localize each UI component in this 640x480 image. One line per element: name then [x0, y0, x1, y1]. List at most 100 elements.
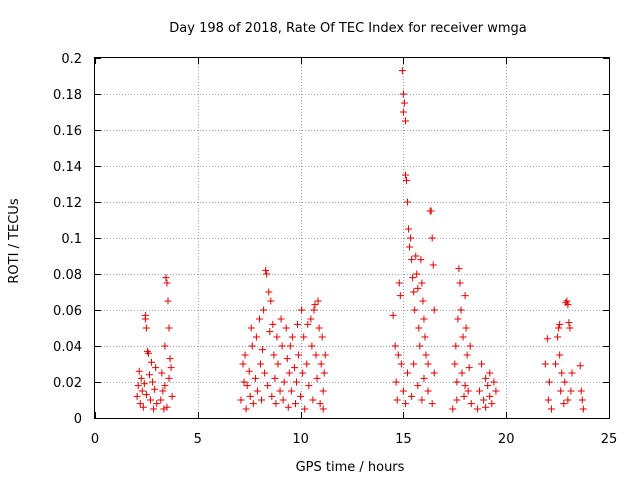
- data-point: [545, 378, 553, 386]
- data-point: [158, 369, 166, 377]
- data-point: [563, 297, 571, 305]
- data-point: [406, 243, 414, 251]
- data-point: [389, 311, 397, 319]
- data-point: [459, 333, 467, 341]
- data-point: [295, 351, 303, 359]
- data-point: [151, 385, 159, 393]
- data-point: [316, 400, 324, 408]
- data-point: [547, 405, 555, 413]
- data-point: [307, 315, 315, 323]
- data-point: [286, 342, 294, 350]
- data-point: [162, 274, 170, 282]
- data-point: [255, 315, 263, 323]
- data-point: [465, 364, 473, 372]
- data-point: [451, 360, 459, 368]
- data-point: [321, 351, 329, 359]
- data-point: [144, 349, 152, 357]
- data-point: [564, 396, 572, 404]
- data-point: [159, 387, 167, 395]
- data-point: [566, 324, 574, 332]
- data-point: [294, 320, 302, 328]
- data-point: [404, 369, 412, 377]
- data-point: [558, 369, 566, 377]
- data-point: [560, 400, 568, 408]
- data-point: [414, 284, 422, 292]
- data-point: [264, 382, 272, 390]
- data-point: [422, 351, 430, 359]
- data-point: [490, 378, 498, 386]
- y-tick-label: 0.04: [53, 340, 82, 355]
- data-point: [315, 324, 323, 332]
- data-point: [260, 306, 268, 314]
- data-point: [167, 364, 175, 372]
- data-point: [285, 369, 293, 377]
- data-point: [317, 360, 325, 368]
- data-point: [408, 256, 416, 264]
- y-axis-label: ROTI / TECUs: [7, 198, 22, 283]
- data-point: [393, 396, 401, 404]
- data-point: [301, 405, 309, 413]
- data-point: [461, 382, 469, 390]
- data-point: [429, 261, 437, 269]
- data-point: [300, 333, 308, 341]
- data-point: [139, 403, 147, 411]
- data-point: [282, 324, 290, 332]
- data-point: [392, 378, 400, 386]
- x-tick-label: 20: [498, 432, 515, 447]
- data-point: [149, 378, 157, 386]
- data-point: [262, 266, 270, 274]
- data-point: [287, 387, 295, 395]
- data-point: [460, 392, 468, 400]
- data-point: [478, 360, 486, 368]
- data-point: [463, 351, 471, 359]
- data-point: [147, 396, 155, 404]
- data-point: [292, 378, 300, 386]
- data-point: [458, 369, 466, 377]
- data-point: [245, 367, 253, 375]
- data-point: [408, 392, 416, 400]
- data-point: [453, 396, 461, 404]
- data-point: [482, 403, 490, 411]
- data-point: [401, 117, 409, 125]
- axis-ticks: 0 5 10 15 20 25 0 0.02 0.04 0.06 0.08 0.1 0.12 0.14 0.…: [53, 52, 617, 447]
- data-point: [237, 396, 245, 404]
- data-point: [277, 315, 285, 323]
- data-point: [414, 382, 422, 390]
- data-point: [419, 297, 427, 305]
- data-point: [141, 315, 149, 323]
- data-point: [410, 360, 418, 368]
- y-tick-label: 0.14: [53, 160, 82, 175]
- data-point: [265, 288, 273, 296]
- data-point: [320, 369, 328, 377]
- x-tick-label: 15: [395, 432, 412, 447]
- y-tick-label: 0.06: [53, 304, 82, 319]
- data-point: [271, 374, 279, 382]
- data-point: [454, 315, 462, 323]
- data-point: [453, 378, 461, 386]
- y-tick-label: 0.2: [61, 52, 82, 67]
- x-tick-label: 25: [601, 432, 618, 447]
- grid-lines: [95, 58, 609, 418]
- data-point: [492, 387, 500, 395]
- data-point: [166, 355, 174, 363]
- data-point: [243, 382, 251, 390]
- data-point: [259, 346, 267, 354]
- data-point: [555, 324, 563, 332]
- data-point: [248, 342, 256, 350]
- data-point: [160, 405, 168, 413]
- y-tick-label: 0: [74, 412, 82, 427]
- data-point: [430, 306, 438, 314]
- data-point: [273, 333, 281, 341]
- data-point: [313, 374, 321, 382]
- data-point: [466, 342, 474, 350]
- data-point: [298, 306, 306, 314]
- data-point: [283, 355, 291, 363]
- data-point: [456, 279, 464, 287]
- data-point: [258, 396, 266, 404]
- data-point: [138, 387, 146, 395]
- data-point: [462, 324, 470, 332]
- data-point: [395, 279, 403, 287]
- data-point: [276, 387, 284, 395]
- y-tick-label: 0.02: [53, 376, 82, 391]
- data-point: [399, 108, 407, 116]
